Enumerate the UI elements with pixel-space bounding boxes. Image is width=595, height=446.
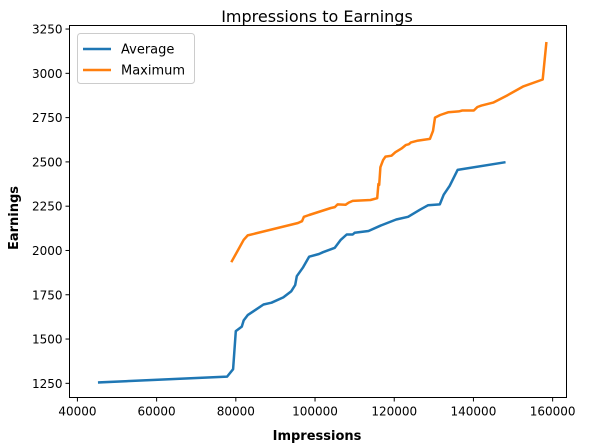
x-tick-label: 100000: [292, 405, 338, 419]
y-tick-label: 2000: [32, 244, 63, 258]
legend-label-average: Average: [121, 43, 174, 58]
y-tick-label: 3250: [32, 23, 63, 37]
axes-frame: [69, 25, 567, 398]
y-tick-label: 1750: [32, 288, 63, 302]
x-tick-label: 60000: [138, 405, 176, 419]
y-tick-label: 2750: [32, 111, 63, 125]
x-tick-label: 160000: [530, 405, 576, 419]
y-tick-label: 1500: [32, 333, 63, 347]
y-axis-label: Earnings: [7, 186, 22, 250]
y-tick-label: 3000: [32, 67, 63, 81]
chart-title: Impressions to Earnings: [221, 7, 413, 26]
x-tick-label: 80000: [217, 405, 255, 419]
legend-label-maximum: Maximum: [121, 64, 185, 79]
x-tick-label: 140000: [451, 405, 497, 419]
y-tick-label: 1250: [32, 377, 63, 391]
x-axis-label: Impressions: [273, 429, 362, 444]
x-axis: 40000 60000 80000 100000 120000 140000 160000: [58, 397, 576, 419]
y-tick-label: 2500: [32, 155, 63, 169]
x-tick-label: 40000: [58, 405, 96, 419]
series-line-average: [97, 160, 506, 384]
legend: Average Maximum: [77, 33, 195, 84]
x-tick-label: 120000: [371, 405, 417, 419]
series-line-maximum: [230, 41, 548, 263]
plot-area: [97, 41, 548, 384]
y-axis: 1250 1500 1750 2000 2250 2500 2750 3000 3250: [32, 23, 70, 391]
y-tick-label: 2250: [32, 200, 63, 214]
